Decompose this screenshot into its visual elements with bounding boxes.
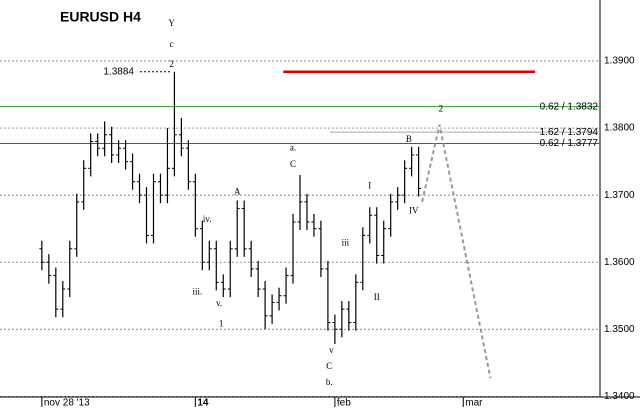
wave-label: v (329, 345, 334, 355)
x-tick-label: nov 28 '13 (44, 398, 90, 409)
level-label: 1.62 / 1.3794 (540, 127, 599, 138)
wave-label: c (170, 39, 174, 49)
wave-label: Y (168, 18, 175, 28)
x-tick-label: 14 (197, 398, 209, 409)
wave-label: IV (409, 205, 419, 215)
y-tick-label: 1.3500 (604, 324, 635, 335)
y-tick-label: 1.3400 (604, 391, 635, 402)
wave-label: v. (216, 298, 222, 308)
wave-label: 1 (219, 319, 224, 329)
y-tick-label: 1.3900 (604, 56, 635, 67)
wave-label: iii (342, 237, 350, 247)
x-tick-label: feb (337, 398, 351, 409)
wave-label: A (234, 187, 241, 197)
wave-label: 2 (439, 103, 444, 113)
y-tick-label: 1.3700 (604, 190, 635, 201)
wave-label: b. (326, 377, 333, 387)
wave-label: iv. (203, 214, 212, 224)
chart-title: EURUSD H4 (60, 9, 141, 25)
x-tick-label: mar (465, 398, 483, 409)
wave-label: II (374, 292, 380, 302)
wave-label: a. (290, 142, 296, 152)
level-label: 0.62 / 1.3777 (540, 138, 599, 149)
wave-label: C (290, 159, 296, 169)
wave-label: B (406, 134, 412, 144)
projection-line (421, 124, 492, 379)
wave-label: I (368, 180, 371, 190)
level-label: 1.3884 (103, 66, 134, 77)
y-tick-label: 1.3800 (604, 123, 635, 134)
level-label: 0.62 / 1.3832 (540, 101, 599, 112)
wave-label: iii. (193, 286, 203, 296)
wave-label: 2 (169, 59, 174, 69)
wave-label: C (326, 361, 332, 371)
y-tick-label: 1.3600 (604, 257, 635, 268)
